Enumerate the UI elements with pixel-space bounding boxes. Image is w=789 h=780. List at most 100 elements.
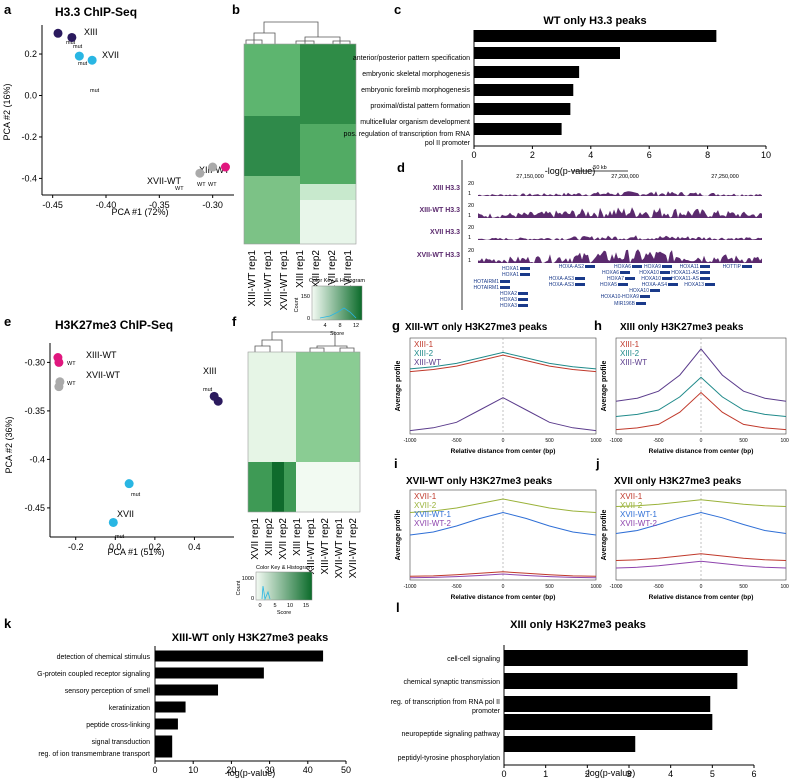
series-line	[409, 397, 597, 432]
panel-l: l XIII only H3K27me3 peaks 0 1 2 3 4 5 6 cell-…	[391, 600, 757, 779]
legend-entry: XIII-WT	[620, 358, 647, 367]
gene-model	[700, 265, 710, 268]
gene-model	[500, 280, 510, 283]
x-tick-label: 6	[751, 769, 756, 779]
chart-title: XIII-WT only H3K27me3 peaks	[405, 322, 548, 333]
x-tick-label: 10	[761, 150, 771, 160]
legend-entry: XVII-2	[620, 501, 643, 510]
heatmap-frame	[243, 43, 357, 245]
point-label: mut	[203, 387, 213, 393]
heatmap-cell	[296, 352, 360, 462]
gene-model	[668, 283, 678, 286]
series-line	[615, 348, 787, 402]
gene-model	[700, 271, 710, 274]
point-label: mut	[66, 40, 76, 46]
y-axis-label: Average profile	[601, 510, 608, 561]
x-tick-label: 0.0	[109, 542, 122, 552]
column-label: XVII rep1	[250, 518, 261, 560]
scale-label: 50 kb	[593, 165, 606, 171]
column-label: XIII rep2	[264, 518, 275, 556]
data-point	[54, 382, 64, 392]
term-label: embryonic skeletal morphogenesis	[362, 71, 470, 78]
term-label: embryonic forelimb morphogenesis	[361, 87, 470, 94]
series-line	[409, 571, 597, 577]
gene-label: HOXA11	[680, 264, 700, 270]
key-xtick: 15	[303, 603, 309, 609]
heatmap-frame	[247, 351, 361, 513]
column-label: XVII rep1	[343, 250, 354, 292]
gene-model	[662, 265, 672, 268]
x-tick-label: 0	[700, 438, 703, 444]
x-tick-label: 0	[502, 438, 505, 444]
series-line	[615, 391, 787, 431]
track-label: XIII-WT H3.3	[420, 207, 461, 214]
heatmap-cell	[296, 462, 360, 512]
gene-label: HOXA10	[641, 276, 661, 282]
bar	[504, 714, 713, 730]
panel-k-letter: k	[4, 616, 12, 631]
x-tick-label: 500	[739, 584, 748, 590]
gene-model	[742, 265, 752, 268]
panel-e-letter: e	[4, 314, 11, 329]
chart-title: WT only H3.3 peaks	[543, 15, 646, 27]
data-point	[213, 396, 223, 406]
point-label: mut	[131, 492, 141, 498]
gene-model	[618, 283, 628, 286]
legend-entry: XVII-WT-1	[620, 510, 657, 519]
point-label: mut	[73, 44, 83, 50]
x-tick-label: 0	[501, 769, 506, 779]
bar	[155, 667, 264, 679]
term-label: pol II promoter	[425, 140, 471, 147]
track-min: 1	[468, 235, 471, 241]
gene-label: HOXA10-HOXA9	[601, 294, 640, 300]
panel-g: g XIII-WT only H3K27me3 peaks XIII-1XIII…	[392, 318, 602, 455]
x-tick-label: 3	[626, 769, 631, 779]
legend-entry: XVII-2	[414, 501, 437, 510]
point-label: WT	[67, 381, 76, 387]
chart-title: XIII only H3K27me3 peaks	[510, 619, 646, 631]
heatmap-cell	[248, 352, 296, 462]
coord-label: 27,200,000	[611, 174, 639, 180]
legend-entry: XIII-1	[620, 340, 640, 349]
x-axis-label: -log(p-value)	[225, 768, 276, 778]
x-tick-label: 40	[303, 765, 313, 775]
x-axis-label: PCA #1 (51%)	[107, 547, 164, 557]
key-xtick: 8	[338, 323, 341, 329]
term-label: reg. of transcription from RNA pol II	[391, 699, 500, 706]
legend-entry: XIII-WT	[414, 358, 441, 367]
track-max: 20	[468, 225, 474, 231]
chart-title: XVII only H3K27me3 peaks	[614, 476, 742, 487]
track-min: 1	[468, 213, 471, 219]
x-tick-label: -500	[451, 438, 461, 444]
y-tick-label: 0.2	[24, 49, 37, 59]
x-tick-label: -0.30	[202, 200, 223, 210]
y-tick-label: -0.4	[29, 454, 45, 464]
data-point	[67, 32, 77, 42]
gene-label: HOXA13	[684, 282, 704, 288]
x-tick-label: -0.2	[68, 542, 84, 552]
x-axis-label: Relative distance from center (bp)	[649, 594, 754, 601]
series-line	[409, 498, 597, 513]
column-label: XVII-WT rep2	[348, 518, 359, 579]
gene-model	[585, 265, 595, 268]
column-label: XIII-WT rep1	[247, 250, 258, 307]
series-line	[615, 511, 787, 534]
gene-label: HOXA-AS3	[549, 276, 575, 282]
y-axis-label: PCA #2 (16%)	[2, 83, 12, 140]
color-key-b: Color Key & Histogram Count 150 0 4 8 12…	[294, 278, 365, 337]
y-axis-label: PCA #2 (36%)	[4, 416, 14, 473]
x-tick-label: 1000	[780, 438, 789, 444]
x-tick-label: 2	[530, 150, 535, 160]
panel-b-letter: b	[232, 2, 240, 17]
series-line	[409, 351, 597, 370]
x-tick-label: -1000	[610, 584, 623, 590]
chart-title: XVII-WT only H3K27me3 peaks	[406, 476, 553, 487]
panel-h: h XIII only H3K27me3 peaks XIII-1XIII-2X…	[594, 318, 789, 455]
x-tick-label: 0	[152, 765, 157, 775]
group-label-xvii-wt: XVII-WT	[86, 370, 120, 380]
data-point	[87, 55, 97, 65]
x-axis-label: Relative distance from center (bp)	[451, 594, 556, 601]
series-line	[615, 560, 787, 569]
group-label-xiii: XIII	[84, 27, 98, 37]
